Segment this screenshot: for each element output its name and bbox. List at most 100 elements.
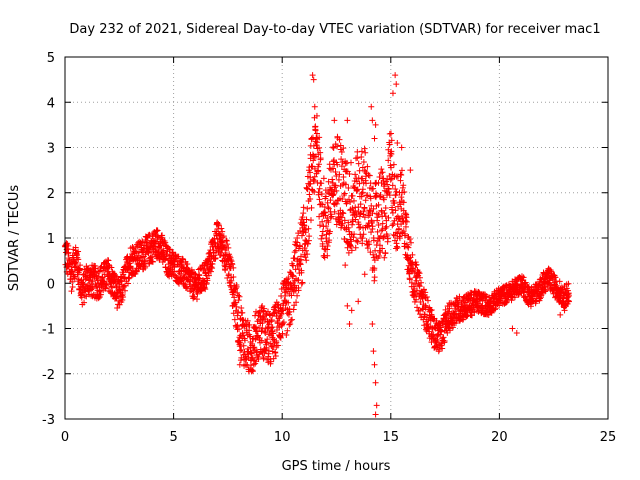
data-point [413, 296, 420, 303]
data-point [338, 156, 345, 163]
data-point [368, 202, 375, 209]
data-point [340, 210, 347, 217]
data-point [295, 287, 302, 294]
data-point [394, 139, 401, 146]
data-point [229, 261, 236, 268]
x-tick-label: 20 [491, 430, 508, 445]
data-point [376, 252, 383, 259]
data-point [376, 242, 383, 249]
data-point [72, 244, 79, 251]
data-point [379, 220, 386, 227]
data-point [336, 171, 343, 178]
data-point [379, 169, 386, 176]
data-point [345, 185, 352, 191]
data-point [438, 328, 445, 335]
data-point [370, 237, 377, 244]
data-point [349, 192, 356, 199]
data-point [371, 361, 378, 368]
data-point [372, 121, 379, 128]
data-point [321, 209, 328, 216]
data-point [548, 268, 555, 275]
data-point [142, 258, 149, 265]
data-point [428, 306, 435, 313]
data-point [384, 181, 391, 188]
x-axis-label: GPS time / hours [282, 459, 391, 474]
data-point [381, 233, 388, 240]
data-point [108, 264, 115, 271]
data-point [373, 402, 380, 409]
data-point [358, 153, 365, 160]
data-point [325, 219, 332, 226]
data-point [302, 247, 309, 254]
data-point [239, 309, 246, 316]
data-point [397, 201, 404, 208]
data-point [224, 241, 231, 248]
data-point [386, 192, 393, 199]
data-point [422, 289, 429, 296]
data-point [84, 282, 91, 289]
data-point [270, 330, 277, 337]
data-point [372, 411, 379, 418]
data-point [354, 154, 361, 161]
data-point [316, 213, 323, 220]
data-point [407, 239, 414, 246]
data-point [310, 76, 317, 83]
data-point [264, 325, 271, 332]
data-point [423, 294, 430, 301]
data-point [298, 269, 305, 276]
data-point [319, 218, 326, 225]
data-point [384, 232, 391, 239]
data-point [565, 292, 572, 299]
data-point [232, 299, 239, 306]
data-point [229, 291, 236, 298]
data-point [365, 238, 372, 245]
data-point [316, 134, 323, 141]
data-point [76, 267, 83, 274]
data-point [333, 173, 340, 180]
data-point [434, 337, 441, 344]
data-point [312, 127, 319, 134]
data-point [508, 297, 515, 304]
data-point [349, 217, 356, 224]
data-point [359, 235, 366, 242]
data-point [442, 306, 449, 313]
data-point [352, 171, 359, 178]
data-point [124, 253, 131, 260]
data-point [146, 232, 153, 239]
data-point [398, 194, 405, 201]
data-point [389, 182, 396, 189]
data-point [354, 238, 361, 245]
data-point [316, 144, 323, 151]
data-point [248, 350, 255, 357]
data-point [351, 231, 358, 238]
data-point [441, 337, 448, 344]
data-point [216, 231, 223, 238]
data-point [347, 242, 354, 249]
data-point [320, 175, 327, 182]
data-point [360, 231, 367, 238]
data-point [417, 299, 424, 306]
data-point [391, 200, 398, 207]
data-point [389, 222, 396, 229]
data-point [340, 174, 347, 181]
data-point [126, 274, 133, 281]
y-tick-label: 5 [47, 51, 55, 66]
data-point [220, 233, 227, 240]
data-point [121, 287, 128, 294]
data-point [344, 117, 351, 124]
data-point [357, 201, 364, 208]
data-point [298, 232, 305, 239]
data-point [166, 246, 173, 253]
data-point [433, 317, 440, 324]
data-point [370, 185, 377, 192]
data-point [368, 229, 375, 236]
data-point [341, 190, 348, 197]
data-point [364, 192, 371, 199]
chart-title: Day 232 of 2021, Sidereal Day-to-day VTE… [69, 22, 600, 37]
data-point [388, 164, 395, 171]
data-point [382, 249, 389, 256]
data-point [371, 265, 378, 272]
data-point [237, 357, 244, 364]
data-point [218, 239, 225, 246]
data-point [331, 117, 338, 124]
